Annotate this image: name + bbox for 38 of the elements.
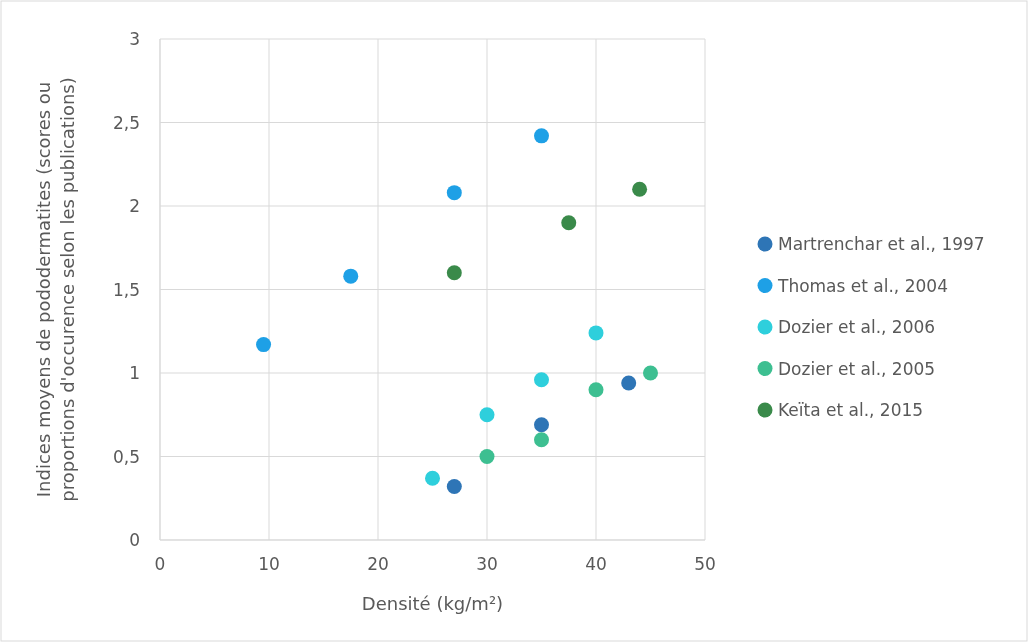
point bbox=[643, 365, 658, 381]
x-axis-title: Densité (kg/m²) bbox=[361, 593, 504, 614]
legend-label: Thomas et al., 2004 bbox=[777, 275, 948, 296]
point bbox=[534, 372, 549, 388]
point bbox=[588, 382, 604, 398]
point bbox=[256, 337, 272, 353]
legend-label: Dozier et al., 2005 bbox=[778, 358, 936, 379]
y-tick-label: 3 bbox=[129, 29, 140, 49]
x-tick-label: 0 bbox=[154, 554, 166, 574]
y-tick-label: 0,5 bbox=[112, 446, 140, 467]
y-tick-label: 1,5 bbox=[112, 279, 140, 300]
y-tick-label: 1 bbox=[129, 363, 140, 383]
legend-label: Dozier et al., 2006 bbox=[778, 317, 936, 337]
point bbox=[425, 470, 440, 486]
y-axis-title: Indices moyens de pododermatites (scores ou proportions d'occurence selon les publications) bbox=[33, 77, 78, 502]
legend-label: Keïta et al., 2015 bbox=[778, 400, 924, 420]
x-tick-label: 20 bbox=[367, 554, 389, 574]
x-tick-label: 50 bbox=[694, 554, 716, 574]
point bbox=[343, 268, 359, 284]
point bbox=[632, 181, 648, 197]
x-tick-label: 40 bbox=[585, 554, 607, 574]
point bbox=[561, 215, 577, 231]
point bbox=[534, 432, 549, 448]
point bbox=[446, 265, 462, 281]
y-tick-label: 2 bbox=[129, 196, 140, 216]
y-tick-label: 0 bbox=[129, 530, 140, 550]
point bbox=[621, 375, 637, 391]
y-tick-label: 2,5 bbox=[112, 112, 140, 133]
point bbox=[446, 185, 462, 201]
point bbox=[588, 325, 604, 341]
x-tick-label: 30 bbox=[476, 554, 498, 574]
x-tick-label: 10 bbox=[258, 554, 280, 574]
legend-label: Martrenchar et al., 1997 bbox=[778, 234, 985, 254]
point bbox=[479, 449, 495, 464]
point bbox=[479, 407, 495, 423]
point bbox=[534, 417, 549, 433]
point bbox=[446, 479, 462, 495]
point bbox=[534, 128, 549, 144]
